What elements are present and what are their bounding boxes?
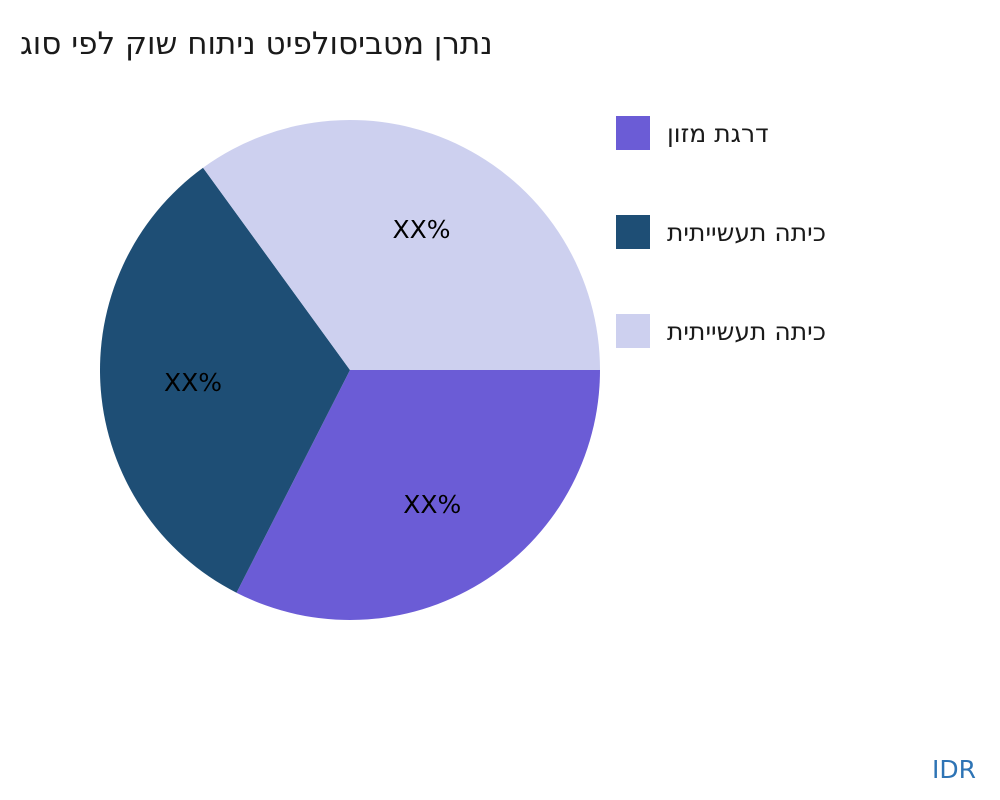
pie-slice-2 <box>203 120 601 370</box>
slice-label-1: XX% <box>164 368 222 397</box>
legend-swatch-purple <box>616 116 650 150</box>
legend-item-industrial-grade-2: כיתה תעשייתית <box>616 314 826 348</box>
pie-slice-0 <box>236 370 600 620</box>
pie-svg: XX% XX% XX% <box>100 120 601 620</box>
legend-item-food-grade: דרגת מזון <box>616 116 826 150</box>
legend: דרגת מזון כיתה תעשייתית כיתה תעשייתית <box>616 116 826 348</box>
legend-swatch-dark-blue <box>616 215 650 249</box>
legend-label: דרגת מזון <box>667 118 769 148</box>
legend-label: כיתה תעשייתית <box>667 316 826 346</box>
legend-swatch-lavender <box>616 314 650 348</box>
chart-title: נתרן מטביסולפיט ניתוח שוק לפי סוג <box>20 26 493 62</box>
slice-label-0: XX% <box>403 490 461 519</box>
legend-label: כיתה תעשייתית <box>667 217 826 247</box>
slice-label-2: XX% <box>392 215 450 244</box>
pie-chart: XX% XX% XX% <box>100 120 601 620</box>
watermark-idr: IDR <box>932 755 976 784</box>
legend-item-industrial-grade-1: כיתה תעשייתית <box>616 215 826 249</box>
pie-slice-1 <box>100 167 350 593</box>
